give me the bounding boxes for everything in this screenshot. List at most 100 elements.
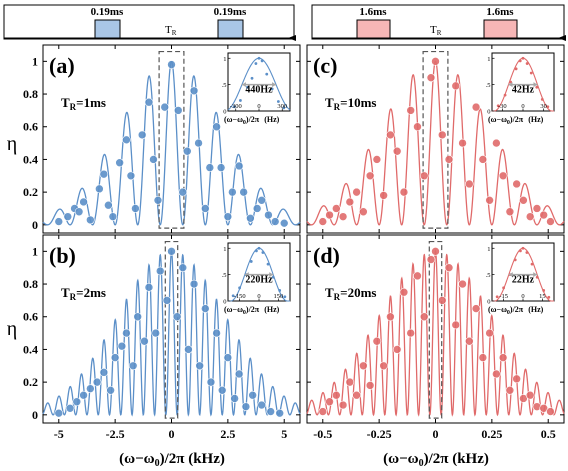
y-tick-label: 1: [32, 244, 38, 258]
data-point: [201, 204, 210, 213]
inset-data-point: [261, 251, 265, 254]
data-point: [525, 212, 535, 221]
inset-x-unit: (Hz): [528, 115, 543, 124]
inset-data-point: [255, 249, 258, 253]
pulse-width-label-1: 1.6ms: [359, 6, 387, 18]
data-point: [379, 191, 388, 200]
fwhm-arrow-head-right: [533, 82, 538, 88]
data-point: [318, 407, 328, 416]
data-point: [133, 312, 142, 322]
inset-y-tick-label: 0: [487, 109, 490, 116]
x-tick-label: 0.5: [541, 427, 556, 441]
x-tick-label: 2.5: [220, 427, 235, 441]
data-point: [167, 60, 176, 69]
data-point: [498, 353, 508, 362]
data-point: [492, 369, 501, 379]
y-tick-label: 0.6: [23, 310, 38, 324]
fwhm-arrow-head-right: [533, 272, 538, 278]
tr-annotation: TR=2ms: [61, 285, 106, 302]
inset-data-point: [250, 76, 254, 80]
data-point: [546, 407, 555, 416]
fwhm-arrow-head-left: [508, 272, 513, 278]
inset-x-tick-label: 0: [521, 103, 524, 110]
data-point: [108, 212, 118, 221]
data-point: [471, 304, 481, 313]
panel-label: (a): [49, 53, 75, 78]
data-point: [437, 296, 447, 305]
inset-x-tick-label: 300: [277, 103, 287, 110]
inset-x-label-sub: 0: [507, 310, 510, 316]
x-tick-label: 0.25: [481, 427, 502, 441]
inset-data-point: [254, 62, 258, 65]
data-point: [151, 328, 161, 338]
data-point: [153, 196, 163, 205]
data-point: [406, 106, 416, 115]
data-point: [110, 353, 120, 362]
data-point: [451, 320, 461, 330]
data-point: [137, 130, 147, 140]
data-point: [431, 57, 440, 66]
inset-data-point: [542, 289, 546, 292]
tr-annotation: TR=20ms: [325, 285, 376, 302]
data-point: [252, 204, 262, 213]
x-tick-label: -2.5: [106, 427, 125, 441]
inset-data-point: [495, 295, 499, 299]
y-tick-label: 1: [32, 54, 38, 68]
data-point: [458, 279, 467, 289]
data-point: [206, 377, 216, 387]
data-point: [178, 187, 188, 197]
inset-x-label-a: (ω−ω: [488, 305, 507, 314]
data-point: [539, 210, 549, 220]
y-tick-label: 0.8: [23, 277, 38, 291]
data-point: [399, 287, 409, 297]
data-point: [189, 86, 199, 96]
data-point: [270, 217, 280, 226]
pulse-2: [483, 19, 518, 39]
data-point: [525, 390, 535, 400]
data-point: [257, 196, 266, 205]
fwhm-arrow-head-left: [244, 272, 249, 278]
inset-y-tick-label: .5: [486, 272, 491, 279]
data-point: [379, 361, 388, 371]
data-point: [365, 381, 375, 390]
inset-x-label-b: )/2π: [246, 305, 260, 314]
inset-x-unit: (Hz): [264, 115, 279, 124]
data-point: [365, 171, 375, 181]
panel-label: (b): [49, 243, 76, 268]
data-point: [275, 408, 285, 418]
data-point: [413, 122, 422, 132]
data-point: [505, 207, 515, 217]
inset-x-unit: (Hz): [264, 305, 279, 314]
data-point: [117, 341, 127, 351]
data-point: [212, 328, 221, 338]
inset-data-point: [513, 258, 517, 262]
inset-y-tick-label: .5: [222, 272, 227, 279]
data-point: [239, 187, 248, 197]
tr-annotation-value: =20ms: [340, 285, 376, 300]
inset-x-label-sub: 0: [507, 120, 510, 126]
fwhm-arrow-head-right: [272, 82, 277, 88]
inset-data-point: [502, 286, 506, 290]
data-point: [332, 204, 341, 213]
pulse-width-label-2: 1.6ms: [486, 6, 514, 18]
data-point: [172, 312, 182, 322]
inset: 42Hz-30 0 300.51(ω−ω0)/2π (Hz): [486, 52, 555, 126]
inset-data-point: [496, 104, 500, 108]
panel-label: (d): [313, 243, 340, 268]
data-point: [359, 361, 368, 371]
data-point: [471, 102, 481, 112]
data-point: [419, 171, 429, 181]
data-point: [234, 161, 244, 171]
x-tick-label: -0.25: [367, 427, 392, 441]
data-point: [426, 255, 436, 264]
inset: 22Hz-15 0 150.51(ω−ω0)/2π (Hz): [486, 242, 555, 316]
panel-b: 0 0.2 0.4 0.6 0.8 1 -5 -2.5 0 2.5 5 (b) TR=2ms 220Hz -…: [23, 234, 301, 441]
data-point: [131, 204, 140, 213]
inset-x-label-a: (ω−ω: [224, 115, 243, 124]
data-point: [485, 328, 494, 338]
inset-data-point: [257, 56, 261, 60]
inset-x-tick-label: -30: [498, 103, 507, 110]
tr-annotation-t: T: [61, 285, 70, 300]
inset-x-label-b: )/2π: [510, 115, 524, 124]
data-point: [248, 390, 257, 400]
